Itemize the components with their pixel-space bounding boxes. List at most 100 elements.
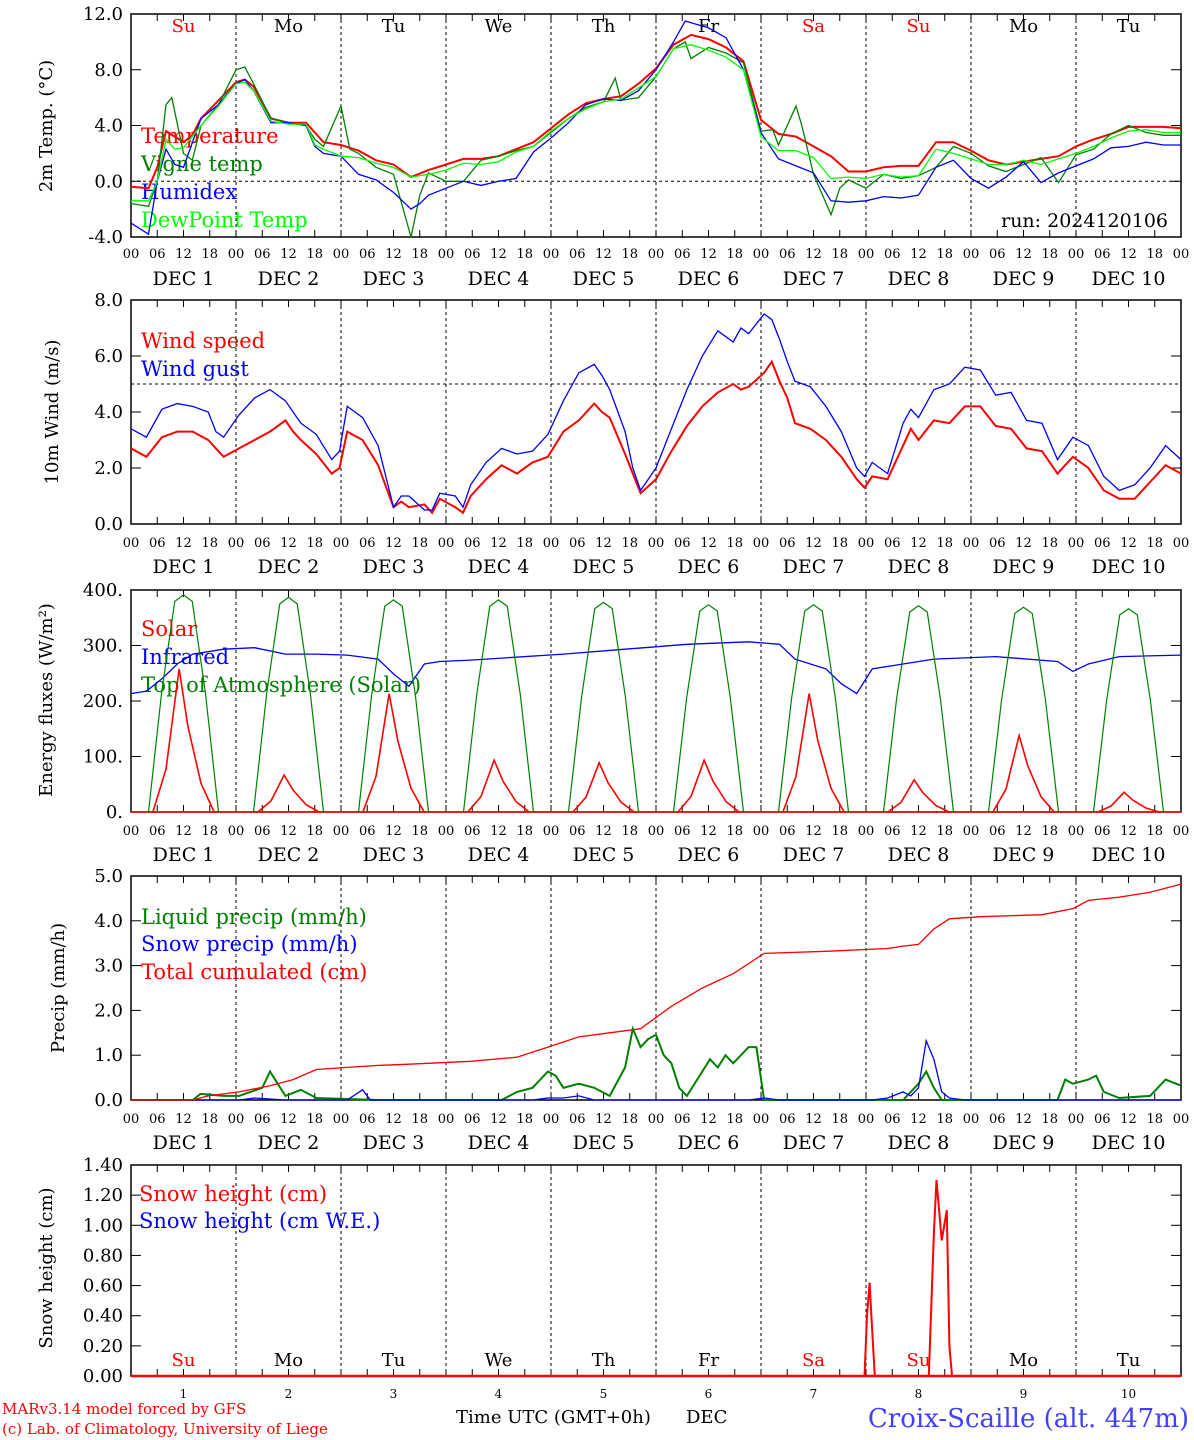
x-hour-label: 00 [543,247,560,262]
x-hour-label: 00 [333,536,350,551]
x-hour-label: 00 [438,824,455,839]
x-hour-label: 00 [1173,536,1190,551]
x-hour-label: 18 [1041,536,1058,551]
x-date-label: DEC 4 [468,844,530,866]
x-hour-label: 00 [963,1112,980,1127]
x-hour-label: 18 [621,247,638,262]
x-date-label: DEC 3 [363,556,425,578]
x-hour-label: 00 [123,536,140,551]
solar-peak [1097,791,1160,813]
y-tick-label: 4.0 [94,911,123,932]
x-hour-label: 06 [1094,824,1111,839]
panel-snow: Snow height (cm) Snow height (cm W.E.) S… [36,1182,380,1349]
x-date-label: DEC 10 [1092,556,1166,578]
toa-peak [147,594,220,813]
series-line-1 [131,1038,1181,1101]
x-hour-label: 12 [280,1112,297,1127]
x-hour-label: 18 [411,536,428,551]
x-hour-label: 12 [1015,824,1032,839]
day-number-label: 8 [915,1387,923,1401]
x-hour-label: 12 [1015,1112,1032,1127]
x-hour-label: 00 [333,1112,350,1127]
x-date-label: DEC 6 [678,1132,740,1154]
series-line-1 [130,313,1182,511]
day-number-label: 9 [1020,1387,1028,1401]
x-hour-label: 06 [884,824,901,839]
weekday-label: Su [172,1350,196,1371]
series-line-0 [130,33,1182,190]
x-hour-label: 12 [385,536,402,551]
x-hour-label: 00 [648,1112,665,1127]
x-hour-label: 00 [123,1112,140,1127]
x-hour-label: 00 [858,536,875,551]
x-hour-label: 00 [858,824,875,839]
x-hour-label: 06 [779,247,796,262]
y-tick-label: 4.0 [94,116,123,137]
day-number-label: 7 [810,1387,818,1401]
series-group [130,20,1182,238]
x-hour-label: 12 [175,247,192,262]
x-hour-label: 12 [1015,247,1032,262]
model-credit: MARv3.14 model forced by GFS [2,1400,246,1418]
x-hour-label: 00 [963,247,980,262]
x-hour-label: 06 [464,824,481,839]
series-line-0 [131,1025,1182,1101]
x-hour-label: 00 [333,824,350,839]
x-hour-label: 00 [1068,1112,1085,1127]
x-hour-label: 06 [674,536,691,551]
x-hour-label: 06 [1094,536,1111,551]
snow-legend-cm: Snow height (cm) [139,1182,327,1206]
x-hour-label: 12 [1015,536,1032,551]
x-hour-label: 12 [1120,824,1137,839]
panel-0-plot: -4.0 0.0 4.0 8.0 12.0 00 06 12 18 00 06 12 18 00 06 12 1… [83,4,1189,290]
x-date-label: DEC 9 [993,268,1055,290]
x-hour-label: 18 [306,824,323,839]
x-hour-label: 06 [149,824,166,839]
solar-peak [782,693,845,813]
x-hour-label: 12 [805,536,822,551]
series-group [131,883,1182,1101]
x-date-label: DEC 2 [258,556,320,578]
snow-ylabel: Snow height (cm) [36,1187,57,1348]
x-hour-label: 18 [936,536,953,551]
weekday-label: We [485,16,513,37]
series-line-0 [130,359,1182,515]
x-hour-label: 06 [1094,247,1111,262]
x-hour-label: 00 [858,1112,875,1127]
x-hour-label: 06 [464,1112,481,1127]
x-hour-label: 00 [438,247,455,262]
y-tick-label: 100. [83,747,123,768]
energy-legend-infrared: Infrared [141,645,229,669]
plot-frame [130,299,1182,525]
series-group [130,594,1182,813]
x-hour-label: 18 [306,536,323,551]
lab-credit: (c) Lab. of Climatology, University of L… [2,1420,328,1438]
day-number-label: 2 [285,1387,293,1401]
x-hour-label: 18 [1146,536,1163,551]
temp-legend-dewpoint: DewPoint Temp [141,208,308,232]
time-axis-month: DEC [686,1407,727,1428]
x-hour-label: 18 [411,824,428,839]
x-hour-label: 18 [1146,824,1163,839]
day-number-label: 6 [705,1387,713,1401]
x-hour-label: 12 [490,247,507,262]
x-hour-label: 12 [490,1112,507,1127]
day-number-label: 4 [495,1387,503,1401]
x-hour-label: 12 [280,536,297,551]
x-date-label: DEC 9 [993,844,1055,866]
x-hour-label: 12 [490,536,507,551]
x-hour-label: 12 [175,1112,192,1127]
x-hour-label: 00 [543,824,560,839]
x-date-label: DEC 2 [258,1132,320,1154]
solar-peak [887,778,950,813]
y-tick-label: 8.0 [94,60,123,81]
y-tick-label: 5.0 [94,866,123,887]
x-hour-label: 18 [201,247,218,262]
x-date-label: DEC 3 [363,1132,425,1154]
precip-legend-total: Total cumulated (cm) [141,960,367,984]
x-date-label: DEC 8 [888,268,950,290]
x-date-label: DEC 4 [468,556,530,578]
panel-precip: Liquid precip (mm/h) Snow precip (mm/h) … [48,905,367,1053]
x-date-label: DEC 7 [783,268,845,290]
